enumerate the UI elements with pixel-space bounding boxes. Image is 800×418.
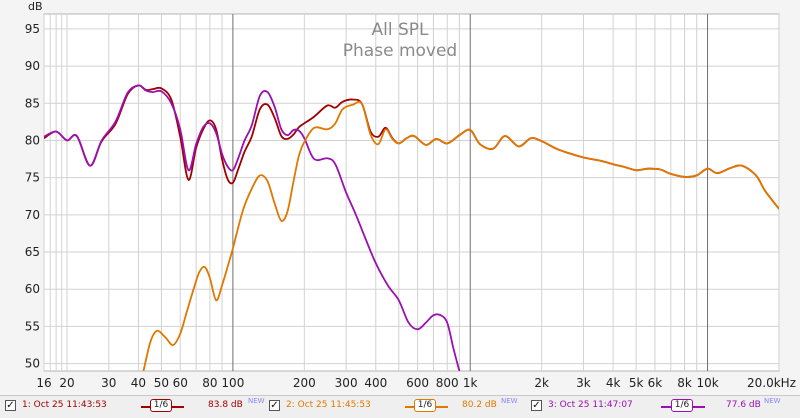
legend-level: 80.2 dB [462,400,497,410]
x-tick-label: 800 [436,376,459,390]
y-tick-label: 65 [25,245,40,259]
legend-item[interactable]: ✓ 3: Oct 25 11:47:07 1/6 77.6 dB NEW [531,396,793,418]
spl-chart: 50 55 60 65 70 75 80 85 90 95 16 20 30 40 50 60 80 100 200… [25,0,796,390]
legend-label: 2: Oct 25 11:45:53 [286,400,371,410]
x-tick-label: 5k [629,376,644,390]
legend-label: 3: Oct 25 11:47:07 [548,400,633,410]
x-tick-label: 40 [131,376,146,390]
x-tick-label: 20.0kHz [747,376,796,390]
line-swatch-icon [661,406,673,408]
line-swatch-icon [141,406,153,408]
x-tick-label: 16 [36,376,51,390]
plot-background [43,13,780,372]
line-swatch-icon [405,406,417,408]
y-tick-label: 95 [25,22,40,36]
y-tick-label: 80 [25,133,40,147]
line-swatch-icon [172,406,184,408]
x-tick-label: 400 [364,376,387,390]
series-line-2 [142,100,779,371]
checkbox-checked-icon[interactable]: ✓ [531,400,542,411]
y-tick-label: 70 [25,208,40,222]
series-line-3 [44,84,461,371]
legend-item[interactable]: ✓ 1: Oct 25 11:43:53 1/6 83.8 dB NEW [5,396,265,418]
legend-label: 1: Oct 25 11:43:53 [22,400,107,410]
smoothing-button[interactable]: 1/6 [150,399,172,412]
y-tick-label: 50 [25,357,40,371]
y-tick-label: 75 [25,171,40,185]
x-tick-label: 8k [677,376,692,390]
chart-subtitle: Phase moved [343,41,457,61]
legend-new-tag: NEW [501,397,518,405]
smoothing-button[interactable]: 1/6 [671,399,693,412]
y-axis-unit: dB [28,0,43,13]
legend-new-tag: NEW [248,397,265,405]
x-tick-label: 60 [173,376,188,390]
legend-bar: ✓ 1: Oct 25 11:43:53 1/6 83.8 dB NEW ✓ 2… [0,395,800,418]
y-tick-label: 85 [25,96,40,110]
checkbox-checked-icon[interactable]: ✓ [5,400,16,411]
legend-new-tag: NEW [764,397,781,405]
x-tick-label: 80 [202,376,217,390]
x-tick-label: 1k [463,376,478,390]
x-tick-label: 100 [221,376,244,390]
x-tick-label: 3k [576,376,591,390]
x-tick-label: 20 [59,376,74,390]
line-swatch-icon [436,406,448,408]
line-swatch-icon [693,406,705,408]
x-tick-label: 50 [154,376,169,390]
x-tick-label: 600 [406,376,429,390]
x-tick-label: 6k [648,376,663,390]
chart-title: All SPL [372,20,430,40]
y-tick-label: 60 [25,282,40,296]
spl-chart-area: 50 55 60 65 70 75 80 85 90 95 16 20 30 40 50 60 80 100 200… [24,0,796,390]
legend-level: 77.6 dB [726,400,761,410]
x-tick-label: 300 [335,376,358,390]
x-tick-label: 200 [293,376,316,390]
x-tick-label: 2k [534,376,549,390]
x-tick-label: 4k [606,376,621,390]
y-tick-label: 55 [25,319,40,333]
x-tick-label: 10k [696,376,718,390]
x-tick-label: 30 [101,376,116,390]
legend-level: 83.8 dB [208,400,243,410]
legend-item[interactable]: ✓ 2: Oct 25 11:45:53 1/6 80.2 dB NEW [269,396,531,418]
smoothing-button[interactable]: 1/6 [414,399,436,412]
checkbox-checked-icon[interactable]: ✓ [269,400,280,411]
y-tick-label: 90 [25,59,40,73]
